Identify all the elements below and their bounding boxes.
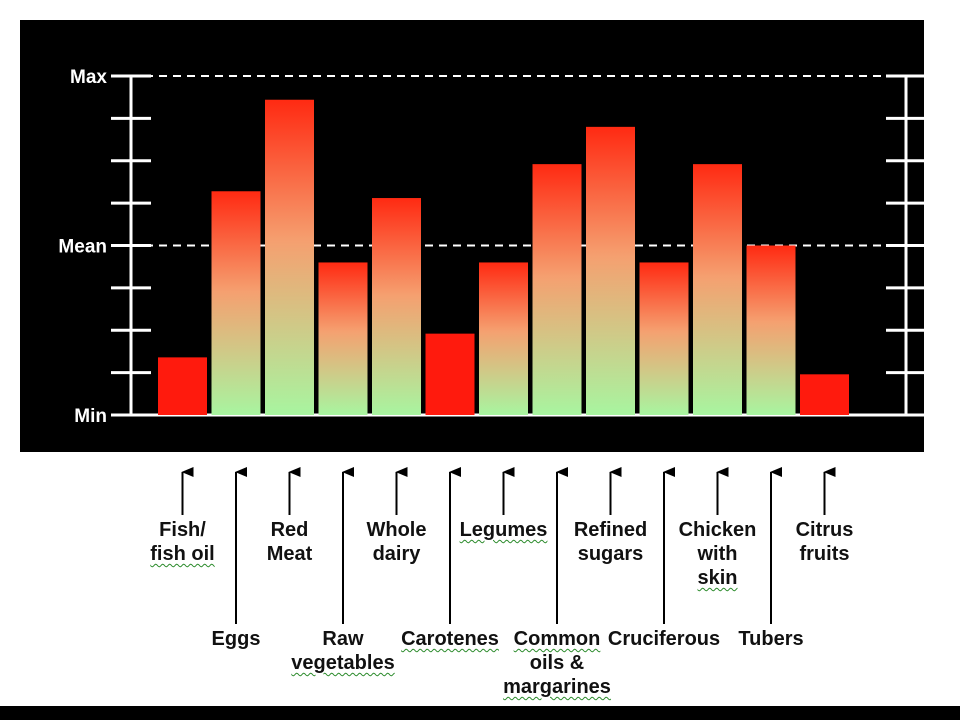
category-label-line: skin: [679, 566, 757, 590]
category-label-text: oils &: [529, 652, 585, 674]
category-label: Cruciferous: [608, 627, 720, 651]
category-label-text: Red: [270, 519, 309, 541]
category-label-text: Carotenes: [401, 628, 499, 650]
category-label-line: Fish/: [150, 518, 214, 542]
category-label-line: with: [679, 542, 757, 566]
category-label-text: Meat: [266, 543, 313, 565]
bar: [318, 262, 368, 415]
category-label-text: Refined: [573, 519, 648, 541]
category-label-text: Eggs: [211, 628, 261, 650]
category-label-text: fish oil: [150, 543, 215, 565]
category-label-line: Meat: [267, 542, 313, 566]
bottom-bar: [0, 706, 960, 720]
category-label-text: Whole: [366, 519, 427, 541]
category-label: Citrus fruits: [796, 518, 854, 566]
category-label-text: Citrus: [795, 519, 854, 541]
y-tick-label: Min: [74, 406, 107, 427]
category-label-text: skin: [697, 567, 738, 589]
bar: [479, 262, 528, 415]
category-label-text: Legumes: [459, 519, 548, 541]
category-label-text: Fish/: [159, 519, 206, 541]
category-label-text: Cruciferous: [607, 628, 721, 650]
category-label: Chicken with skin: [679, 518, 757, 590]
category-label-line: sugars: [574, 542, 647, 566]
y-tick-label: Mean: [58, 237, 107, 258]
y-tick-label: Max: [70, 67, 107, 88]
category-label: Refined sugars: [574, 518, 647, 566]
category-label-text: vegetables: [291, 652, 395, 674]
category-label: Fish/fish oil: [150, 518, 214, 566]
category-label-line: oils &: [503, 651, 611, 675]
category-label-line: Cruciferous: [608, 627, 720, 651]
category-label-line: Red: [267, 518, 313, 542]
bar: [158, 357, 207, 415]
category-label-text: fruits: [799, 543, 850, 565]
bar: [425, 333, 475, 415]
category-label: Carotenes: [401, 627, 499, 651]
category-label-text: Tubers: [738, 628, 804, 650]
category-label: Whole dairy: [367, 518, 427, 566]
category-label-text: with: [697, 543, 738, 565]
bar: [211, 191, 261, 415]
category-label-text: Raw: [322, 628, 364, 650]
category-label: Common oils & margarines: [503, 627, 611, 699]
bar: [265, 99, 314, 415]
bar: [372, 198, 421, 415]
category-label-text: Chicken: [678, 519, 757, 541]
bar: [532, 164, 582, 415]
category-label-line: Legumes: [460, 518, 548, 542]
category-label: Legumes: [460, 518, 548, 542]
category-label-line: Chicken: [679, 518, 757, 542]
category-label: Tubers: [738, 627, 803, 651]
category-label-text: sugars: [577, 543, 644, 565]
category-label: Red Meat: [267, 518, 313, 566]
category-label-line: Carotenes: [401, 627, 499, 651]
category-label-text: margarines: [503, 676, 611, 698]
category-label-line: Tubers: [738, 627, 803, 651]
category-label: Raw vegetables: [291, 627, 394, 675]
bar: [586, 126, 635, 415]
category-label-line: dairy: [367, 542, 427, 566]
category-label-line: fruits: [796, 542, 854, 566]
category-label-text: Common: [513, 628, 601, 650]
bar: [693, 164, 742, 415]
category-label-line: fish oil: [150, 542, 214, 566]
bar: [800, 374, 849, 415]
chart-svg: Max Mean Min: [58, 67, 924, 427]
category-label-line: vegetables: [291, 651, 394, 675]
category-label-line: Raw: [291, 627, 394, 651]
chart-panel: Max Mean Min: [20, 20, 924, 452]
bar: [639, 262, 689, 415]
category-label-line: margarines: [503, 675, 611, 699]
category-label: Eggs: [212, 627, 261, 651]
category-label-text: dairy: [372, 543, 421, 565]
category-label-line: Refined: [574, 518, 647, 542]
category-label-line: Common: [503, 627, 611, 651]
category-label-line: Eggs: [212, 627, 261, 651]
category-label-line: Whole: [367, 518, 427, 542]
category-label-line: Citrus: [796, 518, 854, 542]
bar: [746, 245, 796, 415]
